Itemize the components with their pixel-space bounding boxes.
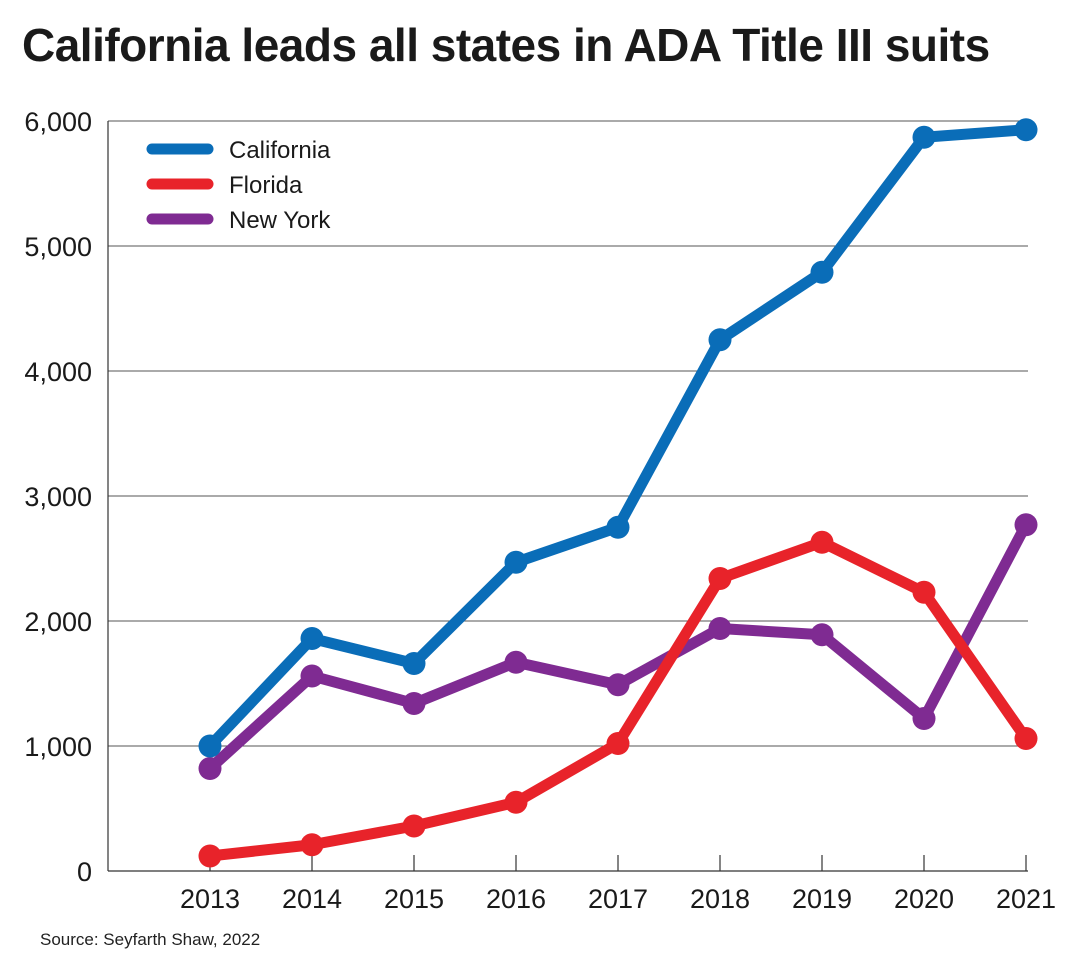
y-tick-label: 2,000	[24, 607, 92, 637]
new-york-point	[708, 617, 732, 640]
x-tick-label: 2016	[486, 884, 546, 914]
california-point	[1014, 118, 1038, 142]
y-tick-label: 5,000	[24, 232, 92, 262]
new-york-point	[504, 650, 528, 674]
y-tick-label: 4,000	[24, 357, 92, 387]
florida-point	[1014, 727, 1038, 750]
chart-title: California leads all states in ADA Title…	[22, 19, 990, 71]
y-tick-label: 6,000	[24, 107, 92, 137]
california-point	[912, 125, 936, 149]
x-tick-label: 2021	[996, 884, 1056, 914]
y-tick-label: 1,000	[24, 732, 92, 762]
legend-label-florida: Florida	[229, 172, 303, 199]
new-york-point	[402, 692, 426, 715]
x-axis-tick-labels: 2013 2014 2015 2016 2017 2018 2019 2020 2021	[180, 884, 1056, 914]
new-york-point	[912, 707, 936, 730]
florida-point	[198, 844, 222, 868]
new-york-point	[198, 757, 222, 780]
new-york-point	[810, 623, 834, 647]
california-point	[504, 550, 528, 574]
california-point	[402, 652, 426, 675]
new-york-point	[606, 673, 630, 697]
legend-label-new-york: New York	[229, 207, 331, 234]
gridlines	[108, 120, 1028, 747]
florida-point	[300, 833, 324, 857]
florida-point	[504, 790, 528, 814]
x-tick-label: 2019	[792, 884, 852, 914]
florida-point	[708, 567, 732, 590]
florida-point	[912, 580, 936, 604]
x-tick-label: 2018	[690, 884, 750, 914]
california-point	[606, 515, 630, 539]
florida-point	[606, 732, 630, 755]
y-tick-label: 3,000	[24, 482, 92, 512]
x-tick-label: 2014	[282, 884, 342, 914]
new-york-point	[1014, 513, 1038, 537]
california-line	[204, 124, 1032, 752]
california-point	[198, 734, 222, 758]
florida-point	[402, 814, 426, 838]
y-tick-label: 0	[77, 857, 92, 887]
y-axis-tick-labels: 0 1,000 2,000 3,000 4,000 5,000 6,000	[24, 107, 92, 887]
new-york-point	[300, 664, 324, 688]
x-tick-label: 2017	[588, 884, 648, 914]
x-tick-label: 2015	[384, 884, 444, 914]
legend: California Florida New York	[146, 137, 331, 234]
california-point	[300, 627, 324, 650]
legend-label-california: California	[229, 137, 331, 164]
series-points	[198, 118, 1038, 868]
california-point	[810, 260, 834, 284]
x-tick-label: 2020	[894, 884, 954, 914]
florida-point	[810, 530, 834, 554]
source-note: Source: Seyfarth Shaw, 2022	[40, 930, 261, 949]
california-point	[708, 328, 732, 352]
x-tick-label: 2013	[180, 884, 240, 914]
